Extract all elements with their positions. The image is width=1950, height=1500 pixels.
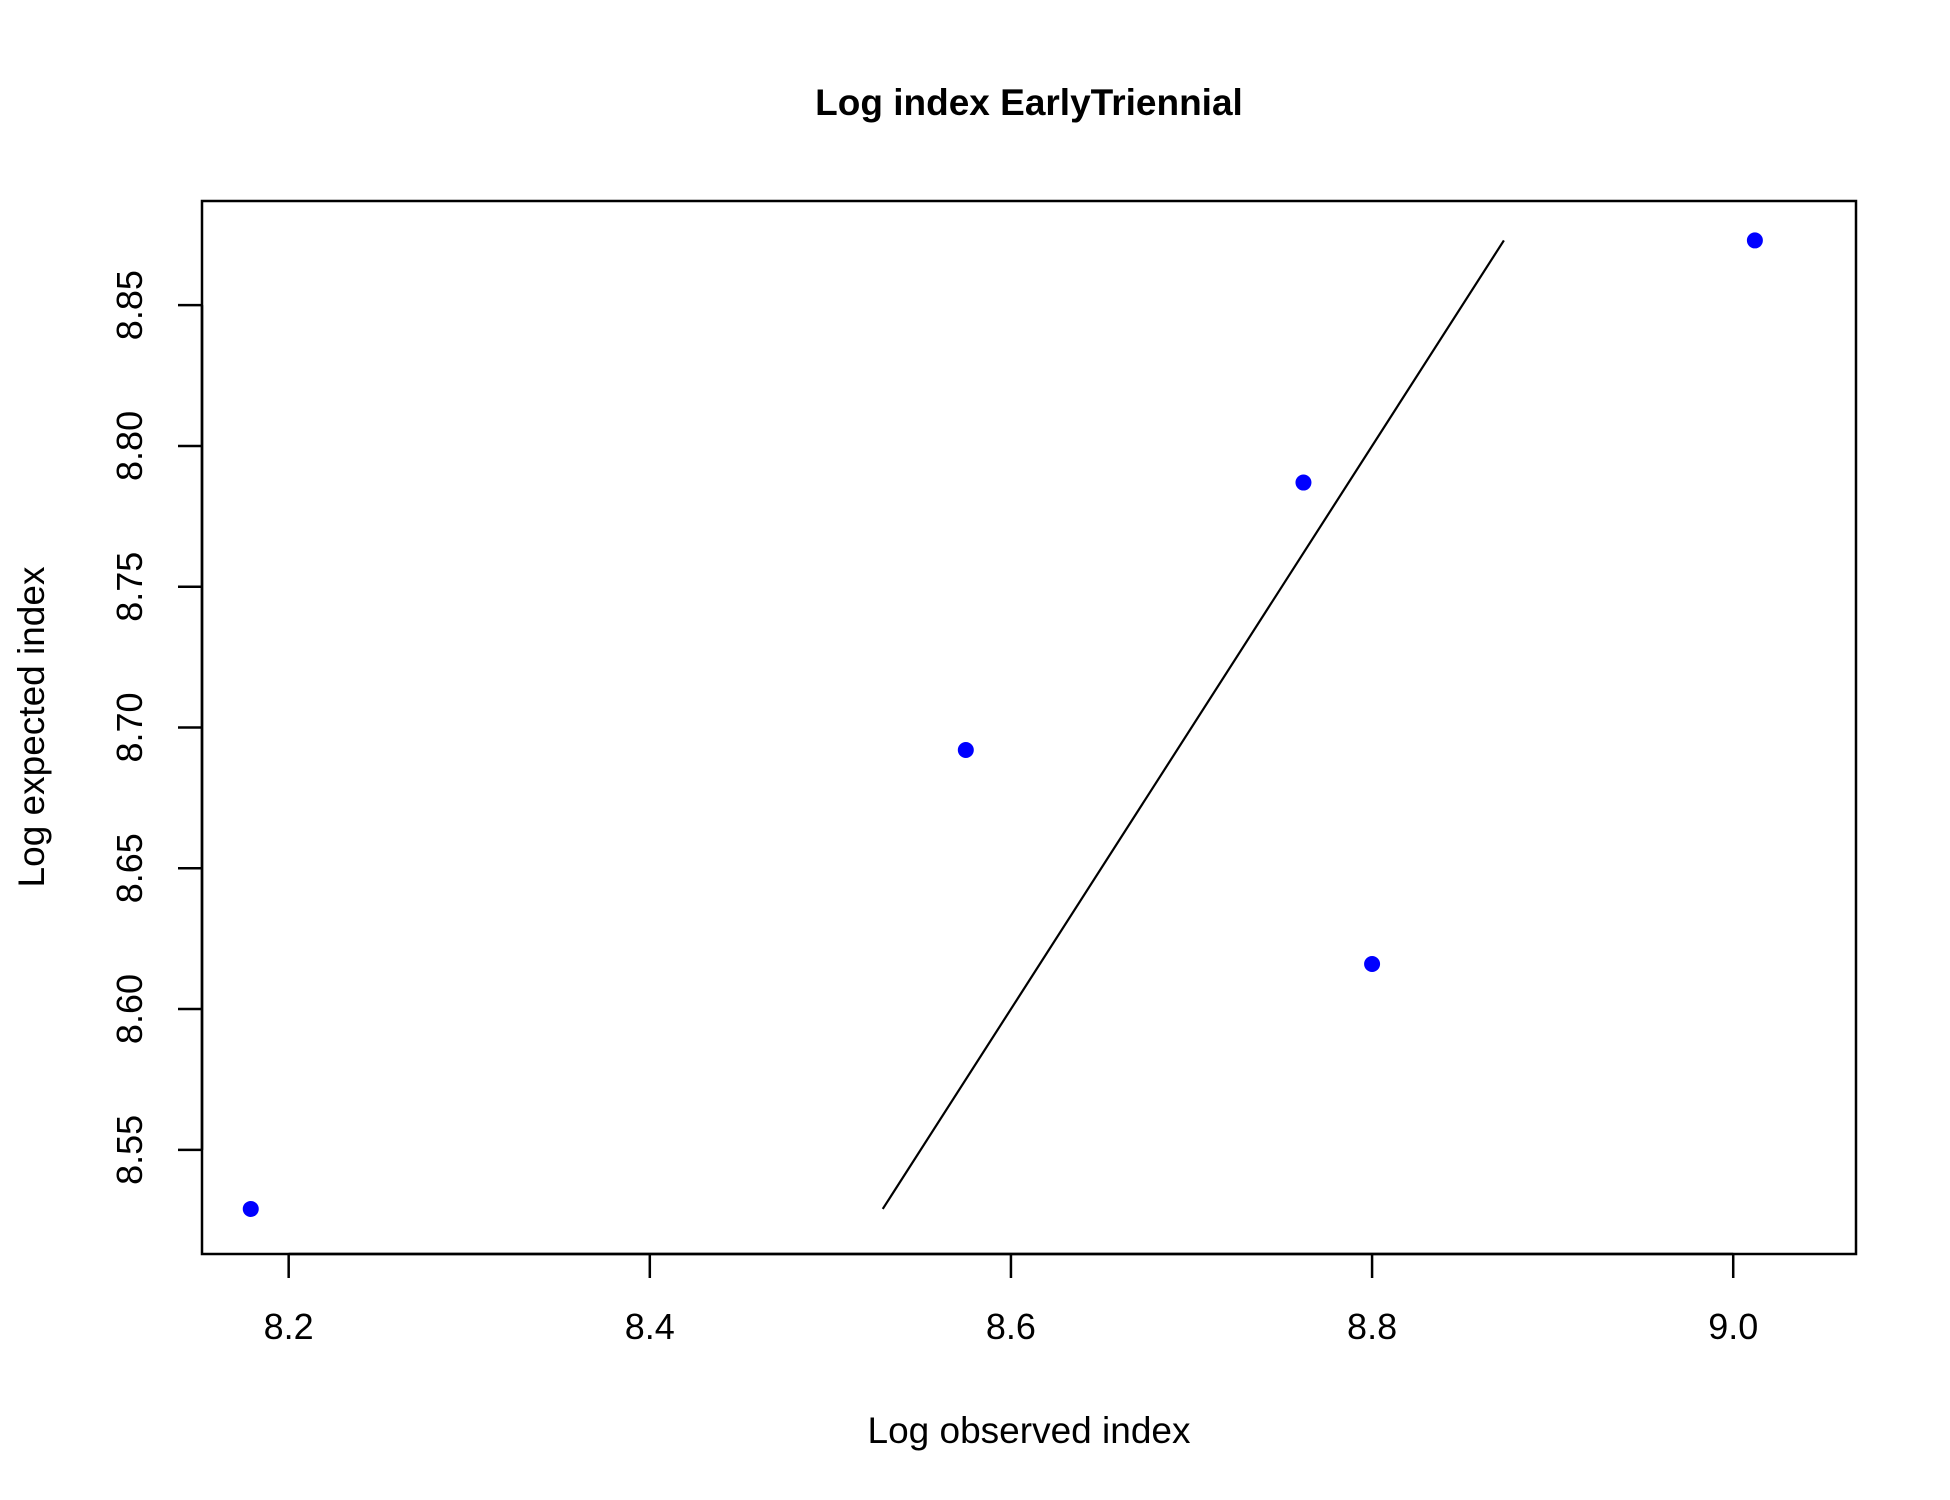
chart-title: Log index EarlyTriennial	[815, 82, 1243, 123]
data-point	[242, 1200, 259, 1217]
x-axis-label: Log observed index	[868, 1410, 1191, 1451]
data-point	[957, 742, 974, 759]
reference-line-layer	[881, 239, 1505, 1210]
x-tick-label: 8.8	[1347, 1306, 1397, 1347]
x-axis: 8.2 8.4 8.6 8.8 9.0	[264, 1252, 1758, 1347]
data-points-layer	[242, 232, 1763, 1217]
data-point	[1364, 956, 1381, 973]
data-point	[1295, 474, 1312, 491]
y-tick-label: 8.80	[109, 411, 150, 481]
x-tick-label: 9.0	[1708, 1306, 1758, 1347]
y-tick-label: 8.75	[109, 552, 150, 622]
y-axis: 8.55 8.60 8.65 8.70 8.75 8.80 8.85	[109, 270, 204, 1185]
x-tick-label: 8.2	[264, 1306, 314, 1347]
y-tick-label: 8.70	[109, 692, 150, 762]
y-tick-label: 8.65	[109, 833, 150, 903]
reference-line	[881, 239, 1505, 1210]
y-tick-label: 8.60	[109, 974, 150, 1044]
data-point	[1746, 232, 1763, 249]
y-tick-label: 8.55	[109, 1115, 150, 1185]
x-tick-label: 8.4	[625, 1306, 675, 1347]
y-axis-label: Log expected index	[11, 566, 52, 887]
x-tick-label: 8.6	[986, 1306, 1036, 1347]
plot-area-frame	[200, 199, 1858, 1256]
y-tick-label: 8.85	[109, 270, 150, 340]
